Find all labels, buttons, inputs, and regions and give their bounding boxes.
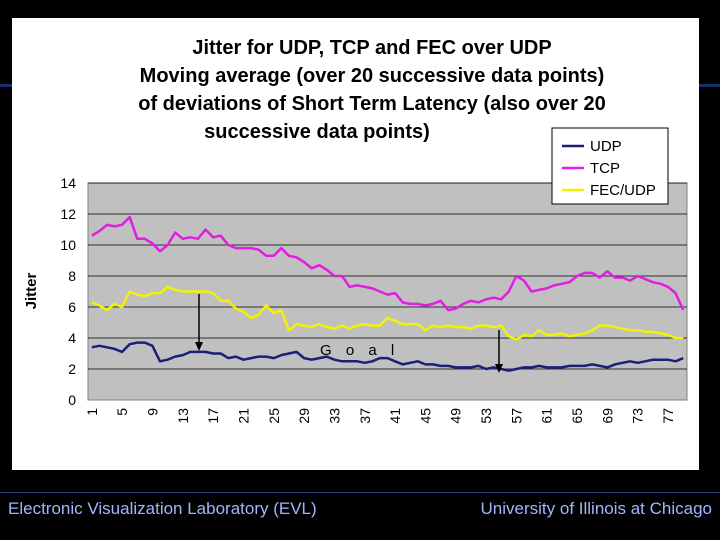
legend: UDP TCP FEC/UDP (551, 127, 669, 205)
chart-title-line-3: of deviations of Short Term Latency (als… (138, 93, 606, 115)
gridlines (88, 182, 687, 370)
footer-left-text: Electronic Visualization Laboratory (EVL… (8, 499, 317, 518)
chart-svg: 0 2 4 6 8 10 12 14 1 5 9 13 17 21 25 29 33 37 41 45 49 53 57 6… (23, 127, 688, 424)
chart-title-line-4: successive data points) (204, 121, 430, 143)
x-tick-label: 5 (114, 408, 130, 416)
legend-label-udp: UDP (590, 138, 622, 155)
goal-label: G o a l (320, 342, 400, 359)
x-tick-label: 73 (630, 408, 646, 424)
x-tick-label: 61 (539, 408, 555, 424)
chart-title: Jitter for UDP, TCP and FEC over UDP Mov… (72, 34, 672, 146)
goal-arrow-left-head (195, 342, 203, 351)
series-line-fecudp (91, 285, 684, 341)
x-tick-label: 25 (266, 408, 282, 424)
chart-title-line-1: Jitter for UDP, TCP and FEC over UDP (192, 37, 552, 59)
legend-box (551, 127, 669, 205)
chart-panel: 0 2 4 6 8 10 12 14 1 5 9 13 17 21 25 29 33 37 41 45 49 53 57 6… (12, 18, 699, 470)
x-tick-label: 41 (387, 408, 403, 424)
chart-title-line-2: Moving average (over 20 successive data … (139, 65, 605, 87)
x-tick-label: 9 (144, 408, 160, 416)
series-line-tcp (91, 215, 685, 312)
x-tick-label: 33 (326, 408, 342, 424)
x-tick-label: 57 (508, 408, 524, 424)
x-tick-label: 77 (660, 408, 676, 424)
goal-arrows (195, 294, 503, 373)
series-lines (91, 215, 685, 372)
y-tick-label: 4 (68, 330, 76, 346)
y-tick-labels: 0 2 4 6 8 10 12 14 (60, 175, 76, 408)
x-tick-label: 13 (175, 408, 191, 424)
x-tick-label: 49 (448, 408, 464, 424)
y-tick-label: 2 (68, 361, 76, 377)
x-tick-label: 37 (357, 408, 373, 424)
x-tick-labels: 1 5 9 13 17 21 25 29 33 37 41 45 49 53 57 61 65 69 73 77 (84, 408, 676, 424)
x-tick-label: 29 (296, 408, 312, 424)
x-tick-label: 53 (478, 408, 494, 424)
y-tick-label: 6 (68, 299, 76, 315)
footer-divider (0, 492, 720, 493)
y-axis-label: Jitter (23, 273, 40, 310)
x-tick-label: 21 (235, 408, 251, 424)
x-tick-label: 65 (569, 408, 585, 424)
series-line-udp (91, 341, 684, 372)
y-tick-label: 8 (68, 268, 76, 284)
footer-right-text: University of Illinois at Chicago (480, 499, 712, 518)
legend-label-tcp: TCP (590, 160, 620, 177)
y-tick-label: 10 (60, 237, 76, 253)
legend-label-fec: FEC/UDP (590, 182, 656, 199)
x-tick-label: 1 (84, 408, 100, 416)
x-tick-label: 69 (599, 408, 615, 424)
x-tick-label: 45 (417, 408, 433, 424)
y-tick-label: 12 (60, 206, 76, 222)
goal-arrow-right-head (495, 364, 503, 373)
y-tick-label: 14 (60, 175, 76, 191)
x-tick-label: 17 (205, 408, 221, 424)
y-tick-label: 0 (68, 392, 76, 408)
